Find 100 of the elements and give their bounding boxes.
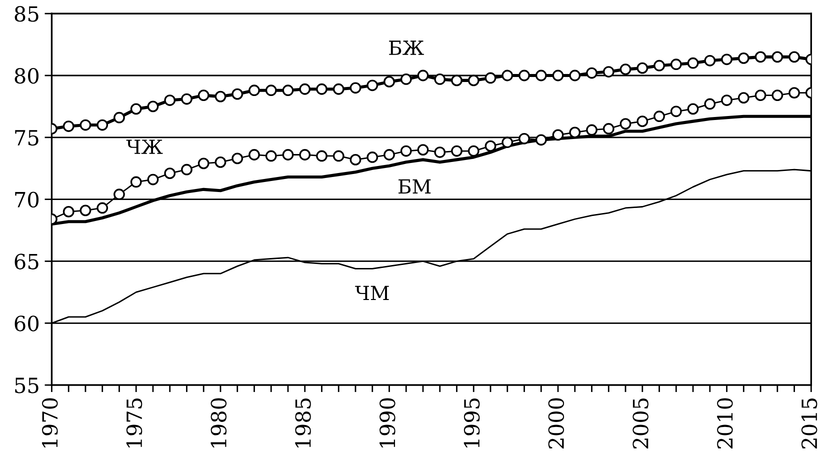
point xyxy=(147,174,159,186)
point xyxy=(80,204,92,216)
point xyxy=(586,67,598,79)
x-tick-label: 1970 xyxy=(42,398,58,448)
point xyxy=(181,164,192,176)
point xyxy=(468,145,480,157)
point xyxy=(299,149,311,160)
y-tick-label: 70 xyxy=(15,192,39,208)
point xyxy=(282,149,294,160)
point xyxy=(332,83,344,95)
point xyxy=(214,90,226,102)
point xyxy=(451,145,462,157)
point xyxy=(350,82,362,94)
point xyxy=(114,112,125,124)
point xyxy=(772,51,784,63)
x-tick-label: 2000 xyxy=(548,398,564,448)
point xyxy=(586,124,598,136)
y-tick-label: 65 xyxy=(14,254,38,270)
point xyxy=(687,57,699,69)
point xyxy=(484,140,496,152)
point xyxy=(80,119,92,131)
point xyxy=(164,94,176,106)
point xyxy=(332,150,344,162)
x-tick-label: 1985 xyxy=(295,398,311,448)
x-tick-label: 2015 xyxy=(801,398,818,448)
point xyxy=(670,106,682,118)
point xyxy=(484,72,496,84)
point xyxy=(704,98,716,110)
point xyxy=(198,90,210,102)
point xyxy=(62,120,74,132)
x-tick-label: 1990 xyxy=(380,398,396,448)
point xyxy=(754,51,766,63)
point xyxy=(232,88,244,100)
point xyxy=(214,156,226,168)
point xyxy=(248,84,260,96)
point xyxy=(265,150,277,162)
point xyxy=(62,206,74,218)
point xyxy=(164,168,176,180)
point xyxy=(299,83,311,95)
point xyxy=(384,149,395,160)
point xyxy=(350,154,362,166)
point xyxy=(552,70,564,82)
point xyxy=(130,176,142,188)
series-label: БМ xyxy=(398,179,431,194)
point xyxy=(147,100,159,112)
point xyxy=(620,118,632,130)
point xyxy=(788,51,800,63)
point xyxy=(198,158,210,170)
point xyxy=(366,80,378,92)
point xyxy=(468,74,480,86)
point xyxy=(636,62,648,74)
point xyxy=(518,70,530,82)
point xyxy=(788,87,800,99)
point xyxy=(417,144,429,156)
point xyxy=(738,52,750,64)
point xyxy=(654,110,665,122)
point xyxy=(704,54,716,66)
series-label: БЖ xyxy=(389,40,424,55)
point xyxy=(738,92,750,104)
point xyxy=(535,134,547,146)
x-tick-label: 1995 xyxy=(464,398,480,448)
point xyxy=(384,76,395,88)
point xyxy=(569,70,581,82)
point xyxy=(417,70,429,82)
x-tick-label: 1975 xyxy=(126,398,142,448)
x-tick-label: 2005 xyxy=(632,398,648,448)
point xyxy=(316,83,328,95)
point xyxy=(96,202,108,214)
point xyxy=(434,74,446,85)
x-tick-label: 1980 xyxy=(210,398,227,448)
point xyxy=(265,84,277,96)
point xyxy=(754,90,766,102)
series-label: ЧЖ xyxy=(126,140,163,154)
y-tick-label: 85 xyxy=(14,6,38,22)
y-tick-label: 75 xyxy=(15,130,38,146)
x-tick-label: 2010 xyxy=(717,398,733,448)
point xyxy=(400,74,412,85)
point xyxy=(670,58,682,70)
point xyxy=(687,103,699,115)
point xyxy=(636,116,648,128)
point xyxy=(232,152,244,164)
y-tick-label: 80 xyxy=(14,68,39,84)
point xyxy=(602,66,614,78)
point xyxy=(130,103,142,115)
point xyxy=(451,74,462,86)
series-label: ЧМ xyxy=(355,286,389,300)
point xyxy=(282,84,294,96)
point xyxy=(620,64,632,76)
point xyxy=(96,119,108,131)
y-tick-label: 60 xyxy=(14,316,39,332)
point xyxy=(721,94,732,106)
point xyxy=(552,129,564,141)
point xyxy=(654,60,665,72)
point xyxy=(602,123,614,134)
point xyxy=(114,188,125,200)
point xyxy=(400,145,412,157)
point xyxy=(518,132,530,144)
point xyxy=(502,70,514,82)
point xyxy=(248,149,260,160)
point xyxy=(434,146,446,158)
